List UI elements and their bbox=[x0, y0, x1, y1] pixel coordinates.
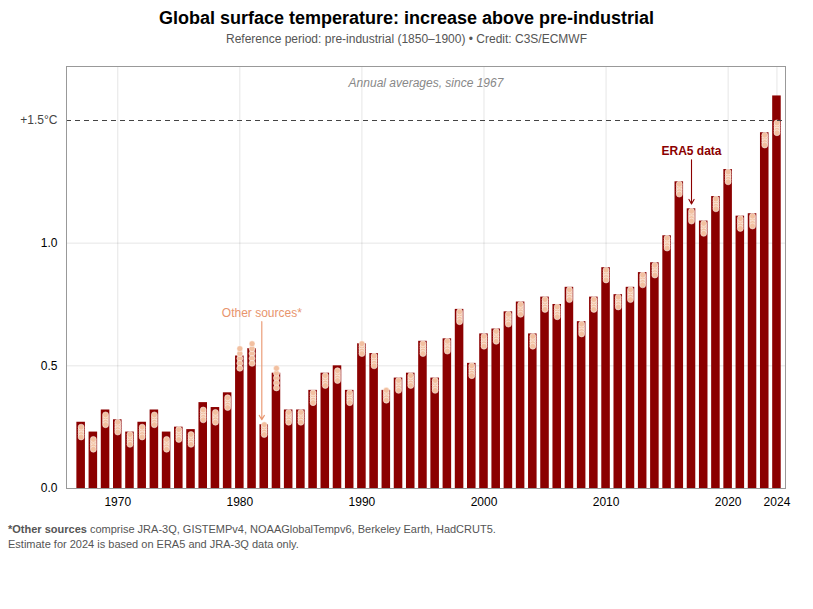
svg-text:2020: 2020 bbox=[715, 495, 742, 509]
svg-text:1990: 1990 bbox=[349, 495, 376, 509]
svg-text:1.0: 1.0 bbox=[41, 236, 58, 250]
svg-text:2010: 2010 bbox=[593, 495, 620, 509]
svg-text:+1.5°C: +1.5°C bbox=[20, 113, 57, 127]
svg-text:1970: 1970 bbox=[104, 495, 131, 509]
svg-text:Other sources*: Other sources* bbox=[222, 306, 302, 320]
html-text:*Other sources comprise JRA-3Q: *Other sources comprise JRA-3Q, GISTEMPv… bbox=[8, 523, 496, 550]
svg-text:0.5: 0.5 bbox=[41, 359, 58, 373]
html-text:Global surface temperature: in: Global surface temperature: increase abo… bbox=[158, 8, 655, 28]
svg-text:Annual averages, since 1967: Annual averages, since 1967 bbox=[348, 76, 505, 90]
svg-text:2024: 2024 bbox=[764, 495, 791, 509]
svg-text:2000: 2000 bbox=[471, 495, 498, 509]
svg-text:0.0: 0.0 bbox=[41, 481, 58, 495]
svg-text:ERA5 data: ERA5 data bbox=[661, 144, 721, 158]
html-text:Reference period: pre-industri: Reference period: pre-industrial (1850–1… bbox=[226, 32, 587, 46]
svg-text:1980: 1980 bbox=[226, 495, 253, 509]
